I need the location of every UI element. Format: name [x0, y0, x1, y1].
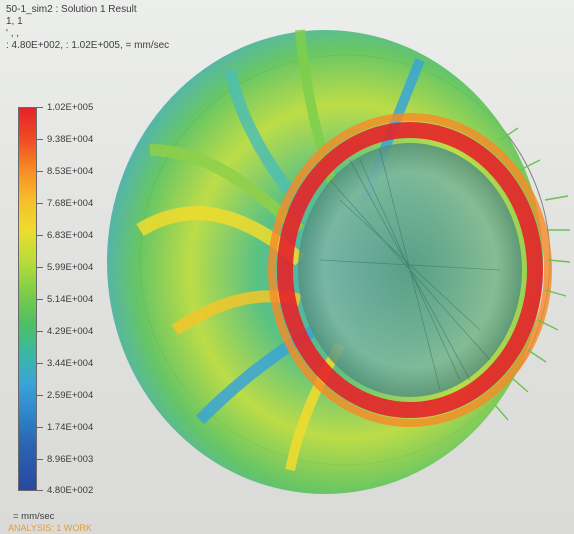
- legend-label: 8.53E+004: [47, 166, 94, 177]
- legend-label: 1.74E+004: [47, 422, 94, 433]
- legend-label: 9.38E+004: [47, 134, 94, 145]
- legend-tick: [37, 107, 43, 108]
- legend-unit: = mm/sec: [13, 511, 55, 522]
- legend-tick: [37, 331, 43, 332]
- legend-tick: [37, 203, 43, 204]
- legend-tick: [37, 490, 43, 491]
- legend-tick: [37, 459, 43, 460]
- legend-tick: [37, 171, 43, 172]
- legend-color-bar: [18, 107, 37, 491]
- result-subcase: 1, 1: [6, 16, 23, 27]
- legend-label: 3.44E+004: [47, 358, 94, 369]
- legend-label: 5.14E+004: [47, 294, 94, 305]
- legend-label: 4.80E+002: [47, 485, 94, 496]
- result-header: 50-1_sim2 : Solution 1 Result 1, 1 ' , ,…: [6, 4, 169, 52]
- legend-tick: [37, 235, 43, 236]
- legend-label: 8.96E+003: [47, 454, 94, 465]
- legend-label: 4.29E+004: [47, 326, 94, 337]
- legend-label: 1.02E+005: [47, 102, 94, 113]
- result-line3: ' , ,: [6, 28, 20, 39]
- result-range: : 4.80E+002, : 1.02E+005, = mm/sec: [6, 40, 170, 51]
- legend-tick: [37, 363, 43, 364]
- legend-label: 6.83E+004: [47, 230, 94, 241]
- analysis-label: ANALYSIS: 1 WORK: [8, 523, 92, 533]
- hub-vector-field: [319, 149, 501, 391]
- legend-label: 5.99E+004: [47, 262, 94, 273]
- perimeter-arrows: [494, 127, 571, 421]
- result-title: 50-1_sim2 : Solution 1 Result: [6, 4, 137, 15]
- legend-tick: [37, 267, 43, 268]
- legend-tick: [37, 427, 43, 428]
- legend-tick: [37, 139, 43, 140]
- legend-tick: [37, 299, 43, 300]
- legend-tick: [37, 395, 43, 396]
- color-legend: 1.02E+005 9.38E+004 8.53E+004 7.68E+004 …: [18, 102, 574, 497]
- legend-label: 7.68E+004: [47, 198, 94, 209]
- high-velocity-ring-outer: [268, 113, 552, 427]
- legend-label: 2.59E+004: [47, 390, 94, 401]
- high-velocity-ring: [277, 122, 543, 418]
